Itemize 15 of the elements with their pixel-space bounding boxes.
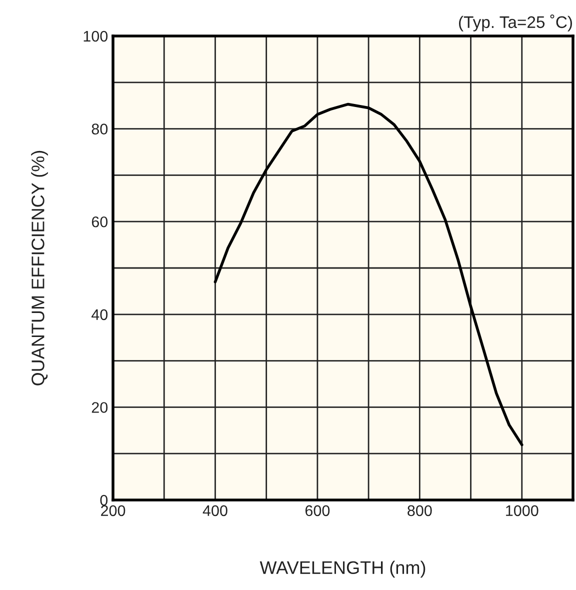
line-series <box>214 102 524 446</box>
x-tick-label: 200 <box>101 505 126 516</box>
y-axis-title: QUANTUM EFFICIENCY (%) <box>31 150 48 386</box>
y-tick-label: 20 <box>92 402 108 413</box>
x-tick-label: 1000 <box>506 505 538 516</box>
y-tick-label: 100 <box>84 30 108 42</box>
x-tick-label: 800 <box>408 505 432 516</box>
x-axis-title: WAVELENGTH (nm) <box>260 560 426 578</box>
y-tick-label: 60 <box>92 216 108 228</box>
y-tick-label: 40 <box>92 309 108 320</box>
x-tick-label: 600 <box>305 505 330 516</box>
text: (Typ. Ta=25 ˚C) <box>459 14 572 32</box>
y-tick-label: 0 <box>100 494 108 506</box>
x-tick-label: 400 <box>202 505 228 516</box>
y-tick-label: 80 <box>92 124 108 134</box>
